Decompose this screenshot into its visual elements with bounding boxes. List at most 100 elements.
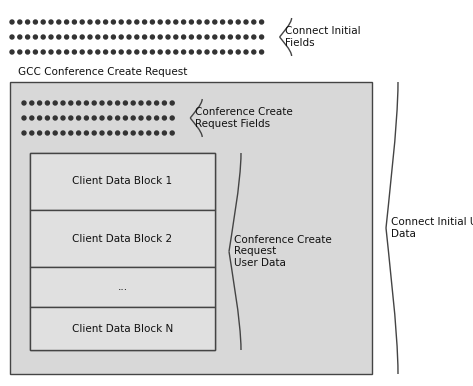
Circle shape — [189, 50, 193, 54]
Circle shape — [108, 101, 112, 105]
Circle shape — [142, 50, 147, 54]
Circle shape — [104, 35, 107, 39]
Circle shape — [228, 50, 232, 54]
Circle shape — [49, 20, 53, 24]
Bar — [30, 267, 215, 307]
Circle shape — [69, 131, 73, 135]
Circle shape — [18, 50, 22, 54]
Text: Client Data Block 2: Client Data Block 2 — [72, 234, 173, 244]
Circle shape — [142, 35, 147, 39]
Circle shape — [155, 131, 158, 135]
Circle shape — [57, 50, 61, 54]
Circle shape — [77, 101, 80, 105]
Circle shape — [147, 131, 151, 135]
Circle shape — [88, 35, 92, 39]
Text: GCC Conference Create Request: GCC Conference Create Request — [18, 67, 187, 77]
Circle shape — [41, 20, 45, 24]
Circle shape — [10, 50, 14, 54]
Circle shape — [65, 35, 69, 39]
Circle shape — [119, 20, 123, 24]
Circle shape — [213, 50, 217, 54]
Circle shape — [135, 20, 139, 24]
Circle shape — [166, 20, 170, 24]
Circle shape — [112, 35, 115, 39]
Circle shape — [26, 50, 30, 54]
Circle shape — [30, 116, 34, 120]
Circle shape — [77, 116, 80, 120]
Circle shape — [197, 50, 201, 54]
Circle shape — [260, 35, 263, 39]
Circle shape — [182, 50, 185, 54]
Circle shape — [65, 50, 69, 54]
Circle shape — [69, 101, 73, 105]
Circle shape — [252, 35, 256, 39]
Circle shape — [220, 50, 225, 54]
Circle shape — [84, 116, 88, 120]
Text: Client Data Block N: Client Data Block N — [72, 323, 173, 334]
Circle shape — [182, 35, 185, 39]
Circle shape — [34, 50, 37, 54]
Circle shape — [72, 35, 77, 39]
Circle shape — [244, 20, 248, 24]
Circle shape — [104, 50, 107, 54]
Circle shape — [170, 116, 174, 120]
Circle shape — [53, 131, 57, 135]
Circle shape — [22, 116, 26, 120]
Circle shape — [72, 20, 77, 24]
Circle shape — [115, 116, 120, 120]
Circle shape — [158, 35, 162, 39]
Circle shape — [57, 20, 61, 24]
Circle shape — [162, 101, 166, 105]
Circle shape — [131, 101, 135, 105]
Circle shape — [135, 35, 139, 39]
Circle shape — [127, 20, 131, 24]
Circle shape — [123, 116, 127, 120]
Circle shape — [49, 50, 53, 54]
Circle shape — [30, 131, 34, 135]
Circle shape — [108, 116, 112, 120]
Circle shape — [228, 35, 232, 39]
Circle shape — [10, 20, 14, 24]
Circle shape — [69, 116, 73, 120]
Circle shape — [96, 20, 100, 24]
Circle shape — [213, 20, 217, 24]
Circle shape — [135, 50, 139, 54]
Circle shape — [37, 116, 42, 120]
Circle shape — [112, 20, 115, 24]
Circle shape — [53, 116, 57, 120]
Circle shape — [170, 101, 174, 105]
Circle shape — [115, 131, 120, 135]
Circle shape — [10, 35, 14, 39]
Circle shape — [170, 131, 174, 135]
Circle shape — [150, 20, 154, 24]
Circle shape — [49, 35, 53, 39]
Text: Conference Create
Request
User Data: Conference Create Request User Data — [234, 235, 332, 268]
Circle shape — [45, 101, 49, 105]
Circle shape — [26, 20, 30, 24]
Circle shape — [123, 131, 127, 135]
Circle shape — [61, 131, 65, 135]
Circle shape — [61, 116, 65, 120]
Circle shape — [34, 20, 37, 24]
Circle shape — [30, 101, 34, 105]
Circle shape — [65, 20, 69, 24]
Circle shape — [84, 101, 88, 105]
Circle shape — [45, 131, 49, 135]
Circle shape — [260, 20, 263, 24]
Circle shape — [131, 131, 135, 135]
Circle shape — [139, 101, 143, 105]
Circle shape — [150, 35, 154, 39]
Circle shape — [220, 20, 225, 24]
Circle shape — [123, 101, 127, 105]
Text: Client Data Block 1: Client Data Block 1 — [72, 176, 173, 186]
Circle shape — [252, 50, 256, 54]
Circle shape — [174, 35, 178, 39]
Circle shape — [104, 20, 107, 24]
Circle shape — [158, 50, 162, 54]
Circle shape — [88, 50, 92, 54]
Circle shape — [189, 20, 193, 24]
Circle shape — [174, 20, 178, 24]
Circle shape — [127, 35, 131, 39]
Circle shape — [260, 50, 263, 54]
Bar — [30, 307, 215, 350]
